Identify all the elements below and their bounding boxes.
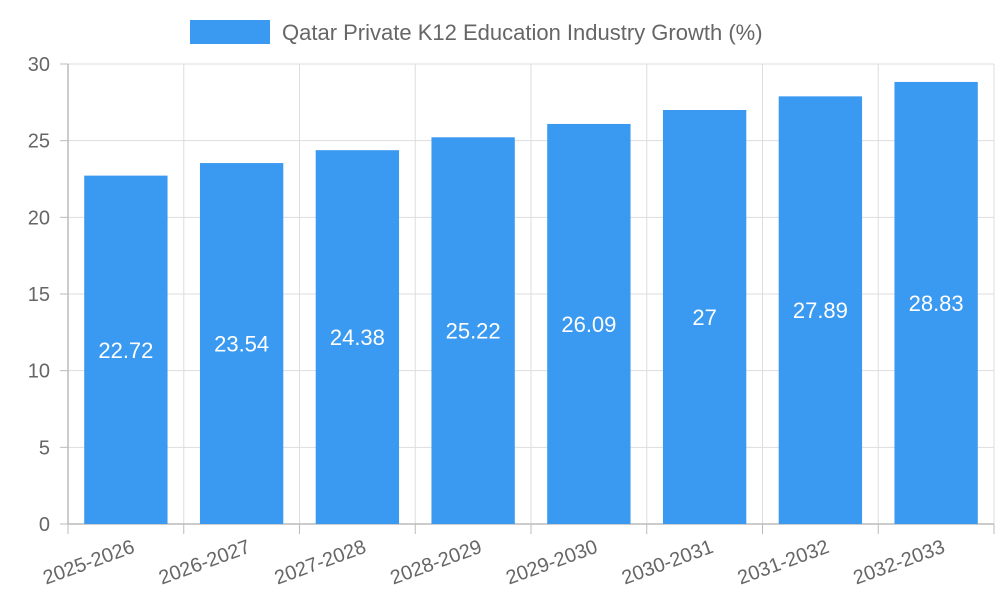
y-tick-label: 0 bbox=[39, 514, 50, 536]
bar[interactable] bbox=[547, 123, 631, 524]
y-tick-label: 30 bbox=[28, 54, 50, 76]
bar-value-label: 24.38 bbox=[330, 325, 385, 350]
y-tick-label: 25 bbox=[28, 131, 50, 153]
bar-value-label: 28.83 bbox=[909, 291, 964, 316]
bar-value-label: 25.22 bbox=[446, 319, 501, 344]
x-tick-label: 2029-2030 bbox=[503, 536, 600, 589]
x-tick-label: 2028-2029 bbox=[387, 536, 484, 589]
bar-value-label: 27.89 bbox=[793, 298, 848, 323]
legend-label[interactable]: Qatar Private K12 Education Industry Gro… bbox=[282, 20, 763, 45]
x-tick-label: 2030-2031 bbox=[619, 536, 716, 589]
y-tick-label: 5 bbox=[39, 437, 50, 459]
x-tick-label: 2027-2028 bbox=[272, 536, 369, 589]
bar[interactable] bbox=[778, 96, 863, 524]
bar[interactable] bbox=[431, 137, 515, 524]
y-tick-label: 10 bbox=[28, 361, 50, 383]
bar[interactable] bbox=[662, 110, 747, 524]
y-tick-label: 15 bbox=[28, 284, 50, 306]
y-tick-label: 20 bbox=[28, 207, 50, 229]
bar-value-label: 26.09 bbox=[561, 312, 616, 337]
bar-value-label: 22.72 bbox=[98, 338, 153, 363]
x-tick-label: 2032-2033 bbox=[850, 536, 947, 589]
legend[interactable]: Qatar Private K12 Education Industry Gro… bbox=[190, 20, 763, 45]
x-tick-label: 2031-2032 bbox=[735, 536, 832, 589]
bar[interactable] bbox=[315, 150, 400, 524]
x-tick-label: 2025-2026 bbox=[40, 536, 137, 589]
x-tick-label: 2026-2027 bbox=[156, 536, 253, 589]
bar[interactable] bbox=[84, 175, 168, 525]
bar[interactable] bbox=[894, 81, 978, 524]
data-labels: 22.72 23.54 24.38 25.22 26.09 27 27.89 28.83 bbox=[98, 291, 963, 363]
bar-value-label: 23.54 bbox=[214, 332, 269, 357]
bar[interactable] bbox=[199, 163, 284, 524]
legend-swatch[interactable] bbox=[190, 20, 270, 44]
bars bbox=[84, 81, 978, 525]
bar-value-label: 27 bbox=[692, 305, 716, 330]
